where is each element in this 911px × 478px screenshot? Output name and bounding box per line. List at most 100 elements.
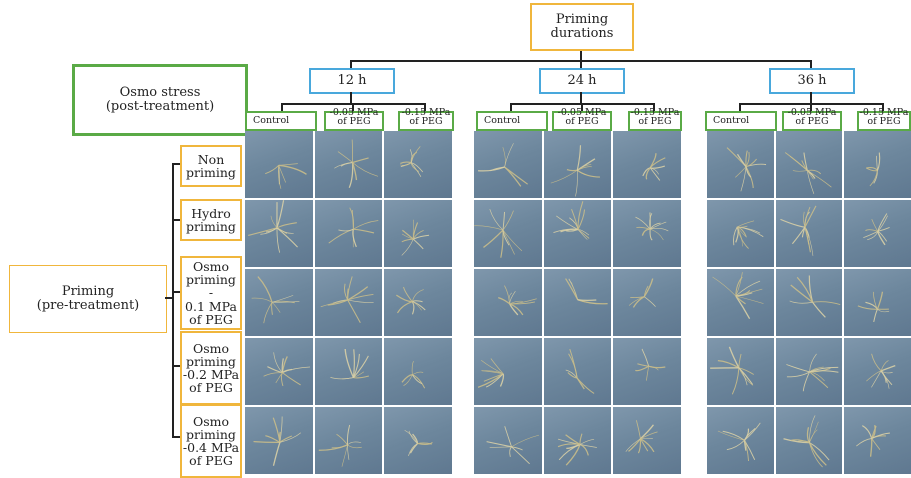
- duration-drop-36: [810, 60, 812, 68]
- seedling-photo: [245, 200, 313, 267]
- stress-12h-015: -0.15 MPa of PEG: [398, 106, 454, 131]
- seedling-photo: [844, 269, 911, 336]
- duration-36h-box: 36 h: [769, 68, 855, 94]
- stress-12h-015-line1: -0.15 MPa: [401, 106, 451, 118]
- seedling-photo: [474, 131, 542, 198]
- stress-12h-control-label: Control: [253, 115, 290, 127]
- seedling-photo: [707, 407, 774, 474]
- seedling-photo: [474, 407, 542, 474]
- seedling-photo: [543, 407, 612, 474]
- seedling-photo: [384, 131, 452, 198]
- priming-durations-line1: Priming: [555, 12, 609, 28]
- stress-24h-015: -0.15 MPa of PEG: [628, 106, 682, 131]
- seedling-photo: [613, 407, 681, 474]
- priming-row-osmo-04-line1: Osmo: [192, 413, 230, 429]
- priming-vertical-bar: [172, 163, 174, 438]
- priming-pretreatment-line2: (pre-treatment): [36, 298, 140, 313]
- priming-row-osmo-04-line4: of PEG: [189, 453, 233, 469]
- priming-tick-1: [172, 163, 180, 165]
- photo-grid-12h: [245, 131, 452, 474]
- priming-row-osmo-04: Osmo priming -0.4 MPa of PEG: [180, 404, 242, 478]
- stress-12h-control: Control: [245, 111, 317, 131]
- seedling-photo: [707, 269, 774, 336]
- seedling-photo: [245, 407, 313, 474]
- seedling-photo: [775, 131, 843, 198]
- stress-36h-005-line2: of PEG: [795, 116, 829, 127]
- seedling-photo: [543, 131, 612, 198]
- seedling-photo: [314, 407, 383, 474]
- seedling-photo: [543, 200, 612, 267]
- stress-24h-control: Control: [476, 111, 548, 131]
- stress-24h-005-line2: of PEG: [565, 116, 599, 127]
- seedling-photo: [707, 131, 774, 198]
- priming-row-osmo-04-line3: -0.4 MPa: [182, 440, 240, 455]
- seedling-photo: [775, 407, 843, 474]
- priming-row-osmo-01-line2: priming -: [186, 272, 236, 301]
- seedling-photo: [707, 200, 774, 267]
- seedling-photo: [775, 269, 843, 336]
- priming-row-hydro-line1: Hydro: [191, 205, 231, 221]
- priming-durations-line2: durations: [550, 26, 614, 41]
- seedling-photo: [543, 338, 612, 405]
- photo-grid-24h: [474, 131, 681, 474]
- photo-grid-36h: [707, 131, 911, 474]
- stress-24h-005: -0.05 MPa of PEG: [552, 106, 612, 131]
- priming-row-non-line2: priming: [186, 165, 236, 180]
- stress-drop-12-b: [352, 103, 354, 111]
- priming-row-osmo-02-line2: priming: [186, 353, 236, 369]
- stress-drop-36-b: [810, 103, 812, 111]
- seedling-photo: [775, 200, 843, 267]
- osmo-stress-line1: Osmo stress: [119, 85, 201, 101]
- seedling-photo: [314, 338, 383, 405]
- seedling-photo: [543, 269, 612, 336]
- stress-36h-005-line1: -0.05 MPa: [787, 106, 837, 118]
- stress-drop-24-c: [653, 103, 655, 111]
- seedling-photo: [314, 269, 383, 336]
- priming-row-hydro-line2: priming: [186, 219, 236, 234]
- duration-12h-label: 12 h: [337, 73, 367, 89]
- seedling-photo: [474, 338, 542, 405]
- priming-tick-4: [172, 365, 180, 367]
- stress-stem-36: [810, 92, 812, 104]
- seedling-photo: [613, 338, 681, 405]
- seedling-photo: [474, 269, 542, 336]
- stress-24h-015-line1: -0.15 MPa: [630, 106, 680, 118]
- duration-24h-label: 24 h: [567, 73, 597, 89]
- priming-row-osmo-02: Osmo priming -0.2 MPa of PEG: [180, 331, 242, 405]
- stress-36h-015: -0.15 MPa of PEG: [857, 107, 911, 131]
- priming-durations-box: Priming durations: [530, 3, 634, 51]
- seedling-photo: [613, 131, 681, 198]
- seedling-photo: [474, 200, 542, 267]
- duration-36h-label: 36 h: [797, 73, 827, 89]
- seedling-photo: [384, 338, 452, 405]
- seedling-photo: [613, 269, 681, 336]
- duration-24h-box: 24 h: [539, 68, 625, 94]
- stress-drop-36-c: [882, 103, 884, 111]
- seedling-photo: [314, 200, 383, 267]
- priming-connector: [165, 297, 173, 299]
- stress-24h-005-line1: -0.05 MPa: [557, 106, 607, 118]
- stress-drop-24-b: [581, 103, 583, 111]
- stress-24h-015-line2: of PEG: [638, 116, 672, 127]
- priming-tick-3: [172, 291, 180, 293]
- stress-drop-36-a: [739, 103, 741, 111]
- priming-row-osmo-04-line2: priming: [186, 426, 236, 442]
- seedling-photo: [707, 338, 774, 405]
- stress-drop-12-c: [424, 103, 426, 111]
- seedling-photo: [245, 338, 313, 405]
- stress-12h-015-line2: of PEG: [409, 116, 443, 127]
- seedling-photo: [844, 338, 911, 405]
- stress-36h-control-label: Control: [713, 115, 750, 127]
- priming-tick-2: [172, 219, 180, 221]
- priming-row-osmo-01: Osmo priming - 0.1 MPa of PEG: [180, 256, 242, 330]
- priming-row-osmo-01-line3: 0.1 MPa: [185, 298, 237, 314]
- priming-row-osmo-02-line3: -0.2 MPa: [182, 367, 240, 382]
- seedling-photo: [844, 200, 911, 267]
- osmo-stress-box: Osmo stress (post-treatment): [72, 64, 248, 136]
- stress-12h-005-line2: of PEG: [337, 116, 371, 127]
- priming-row-non-line1: Non: [197, 151, 225, 167]
- seedling-photo: [314, 131, 383, 198]
- stress-stem-12: [350, 92, 352, 104]
- priming-row-non: Non priming: [180, 145, 242, 187]
- priming-row-osmo-01-line4: of PEG: [189, 311, 233, 327]
